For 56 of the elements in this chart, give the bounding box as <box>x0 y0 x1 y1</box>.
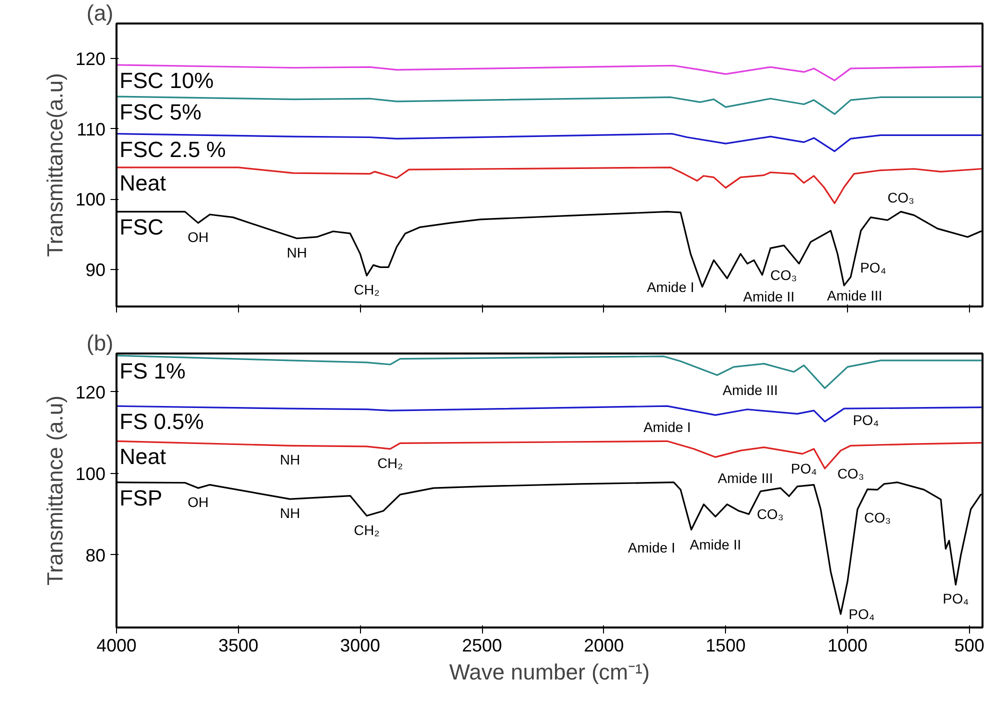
y-tick-label: 120 <box>75 49 106 70</box>
y-axis-title: Transmittance(a.u) <box>42 73 68 257</box>
annotation: CH₂ <box>354 522 380 538</box>
annotation: Amide III <box>722 382 778 398</box>
annotation: Amide II <box>690 536 742 553</box>
annotation: Amide II <box>743 288 794 304</box>
y-tick-label: 80 <box>85 545 106 566</box>
series-label: FSC 5% <box>120 100 202 125</box>
annotation: CO₃ <box>756 506 784 522</box>
annotation: CH₂ <box>354 282 380 298</box>
x-tick-label: 4000 <box>96 636 137 656</box>
x-tick-label: 2000 <box>584 636 624 656</box>
annotation: CO₃ <box>864 510 891 526</box>
annotation: OH <box>188 494 209 510</box>
annotation: Amide I <box>643 419 691 436</box>
series-label: FSC 2.5 % <box>120 136 226 162</box>
annotation: CO₃ <box>770 266 797 283</box>
annotation: Amide I <box>628 540 676 556</box>
x-tick-label: 2500 <box>462 636 502 656</box>
annotation: PO₄ <box>852 412 880 428</box>
annotation: CO₃ <box>837 466 864 482</box>
y-tick-label: 110 <box>76 119 106 140</box>
annotation: PO₄ <box>942 590 969 607</box>
x-tick-label: 3000 <box>340 636 380 656</box>
annotation: NH <box>280 505 300 522</box>
y-tick-label: 120 <box>75 382 106 402</box>
x-tick-label: 1500 <box>706 636 746 656</box>
y-axis-title: Transmittance (a.u) <box>42 396 68 586</box>
annotation: PO₄ <box>790 460 818 476</box>
annotation: PO₄ <box>848 606 875 622</box>
annotation: Amide I <box>646 278 694 295</box>
annotation: OH <box>188 228 209 245</box>
series-label: Neat <box>120 170 166 196</box>
chart-title: (a) <box>86 0 114 26</box>
x-tick-label: 1000 <box>827 636 868 656</box>
chart-title: (b) <box>86 330 114 356</box>
series-label: FSP <box>120 485 162 510</box>
annotation: CH₂ <box>377 454 403 471</box>
series-label: FSC <box>120 214 164 240</box>
annotation: CO₃ <box>888 190 914 206</box>
series-label: FS 0.5% <box>120 409 204 434</box>
x-axis-title: Wave number (cm⁻¹) <box>449 660 650 684</box>
annotation: NH <box>280 452 300 468</box>
line-series <box>116 166 982 204</box>
x-tick-label: 3500 <box>218 636 258 656</box>
series-label: FSC 10% <box>120 68 214 93</box>
x-tick-label: 500 <box>954 636 984 656</box>
annotation: Amide III <box>827 288 882 304</box>
series-label: Neat <box>120 444 166 470</box>
annotation: NH <box>286 244 307 260</box>
y-tick-label: 90 <box>85 260 106 280</box>
y-tick-label: 100 <box>75 190 106 210</box>
annotation: PO₄ <box>860 259 886 276</box>
annotation: Amide III <box>718 470 774 486</box>
y-tick-label: 100 <box>75 464 106 484</box>
series-label: FS 1% <box>120 358 186 384</box>
